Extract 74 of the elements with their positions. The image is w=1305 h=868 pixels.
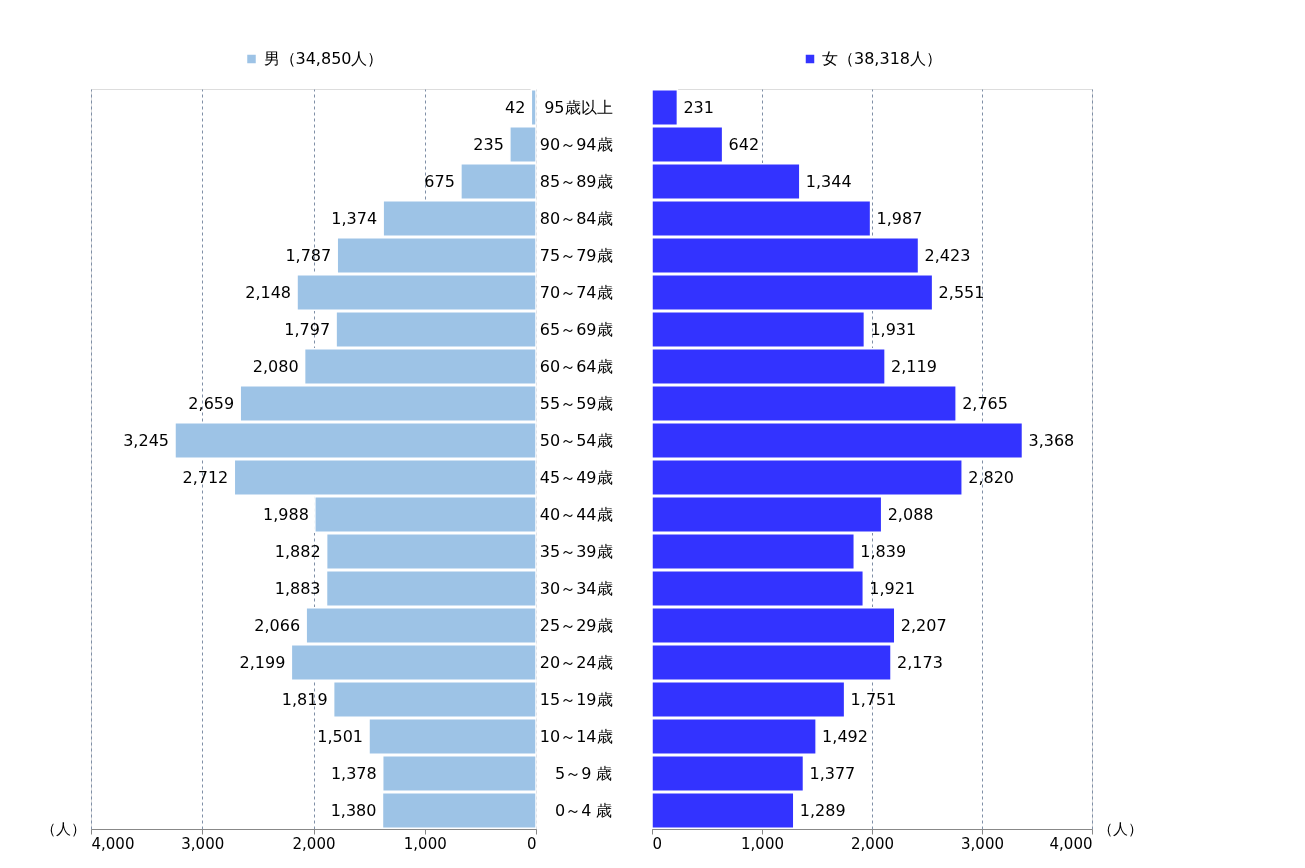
x-tick-label: 4,000	[1049, 834, 1093, 853]
x-tick-label: 3,000	[181, 834, 225, 853]
x-tick-label: 2,000	[292, 834, 336, 853]
data-label: 3,368	[1028, 430, 1075, 450]
x-tick-label: 2,000	[851, 834, 894, 853]
data-label: 2,765	[962, 393, 1008, 413]
data-label: 1,883	[274, 578, 321, 598]
x-tick-label: 3,000	[961, 834, 1004, 853]
data-label: 1,380	[330, 800, 377, 820]
data-label: 1,374	[331, 208, 378, 228]
y-tick-label: 35～39歳	[539, 541, 613, 561]
x-axis-title: （人）	[41, 819, 86, 838]
data-label: 2,199	[239, 652, 286, 672]
data-label: 2,088	[887, 504, 934, 524]
data-label: 642	[728, 134, 760, 154]
data-label: 1,839	[860, 541, 907, 561]
data-label: 1,378	[330, 763, 377, 783]
y-tick-label: 5～9 歳	[555, 763, 613, 783]
x-axis-title: （人）	[1098, 819, 1143, 838]
data-label: 1,882	[274, 541, 321, 561]
x-tick-label: 0	[652, 834, 663, 853]
data-label: 1,289	[799, 800, 846, 820]
y-tick-label: 75～79歳	[539, 245, 613, 265]
data-label: 1,492	[822, 726, 868, 746]
data-label: 1,987	[876, 208, 923, 228]
legend-label: 男（34,850人）	[263, 49, 384, 68]
data-label: 2,080	[252, 356, 299, 376]
y-tick-label: 70～74歳	[539, 282, 613, 302]
y-tick-label: 60～64歳	[539, 356, 613, 376]
y-tick-label: 65～69歳	[539, 319, 613, 339]
data-label: 1,501	[317, 726, 364, 746]
x-tick-label: 0	[526, 834, 537, 853]
data-label: 2,659	[188, 393, 235, 413]
x-tick-label: 1,000	[741, 834, 784, 853]
y-tick-label: 0～4 歳	[555, 800, 613, 820]
data-label: 2,148	[245, 282, 292, 302]
y-tick-label: 50～54歳	[539, 430, 613, 450]
y-tick-label: 85～89歳	[539, 171, 613, 191]
data-label: 231	[683, 97, 714, 117]
y-tick-label: 20～24歳	[539, 652, 613, 672]
data-label: 2,423	[924, 245, 971, 265]
data-label: 1,751	[850, 689, 897, 709]
data-label: 675	[424, 171, 455, 191]
data-label: 2,551	[938, 282, 985, 302]
data-label: 1,988	[263, 504, 309, 524]
y-tick-label: 90～94歳	[539, 134, 613, 154]
data-label: 3,245	[123, 430, 169, 450]
data-label: 2,712	[182, 467, 229, 487]
y-tick-label: 55～59歳	[539, 393, 613, 413]
data-label: 1,921	[869, 578, 916, 598]
data-label: 1,787	[285, 245, 332, 265]
data-label: 235	[473, 134, 504, 154]
data-label: 1,344	[805, 171, 852, 191]
y-tick-label: 40～44歳	[539, 504, 613, 524]
y-tick-label: 25～29歳	[539, 615, 613, 635]
data-label: 1,797	[284, 319, 331, 339]
x-tick-label: 4,000	[91, 834, 135, 853]
data-label: 2,820	[968, 467, 1015, 487]
data-label: 1,377	[809, 763, 856, 783]
data-label: 1,819	[281, 689, 328, 709]
y-tick-label: 10～14歳	[539, 726, 613, 746]
data-label: 1,931	[870, 319, 917, 339]
data-label: 2,066	[254, 615, 301, 635]
data-label: 42	[504, 97, 526, 117]
x-tick-label: 1,000	[403, 834, 447, 853]
y-tick-label: 15～19歳	[539, 689, 613, 709]
y-tick-label: 45～49歳	[539, 467, 613, 487]
y-tick-label: 80～84歳	[539, 208, 613, 228]
y-tick-label: 95歳以上	[544, 97, 613, 117]
data-label: 2,207	[900, 615, 947, 635]
data-label: 2,119	[891, 356, 937, 376]
legend-label: 女（38,318人）	[822, 49, 942, 68]
y-tick-label: 30～34歳	[539, 578, 613, 598]
data-label: 2,173	[897, 652, 943, 672]
